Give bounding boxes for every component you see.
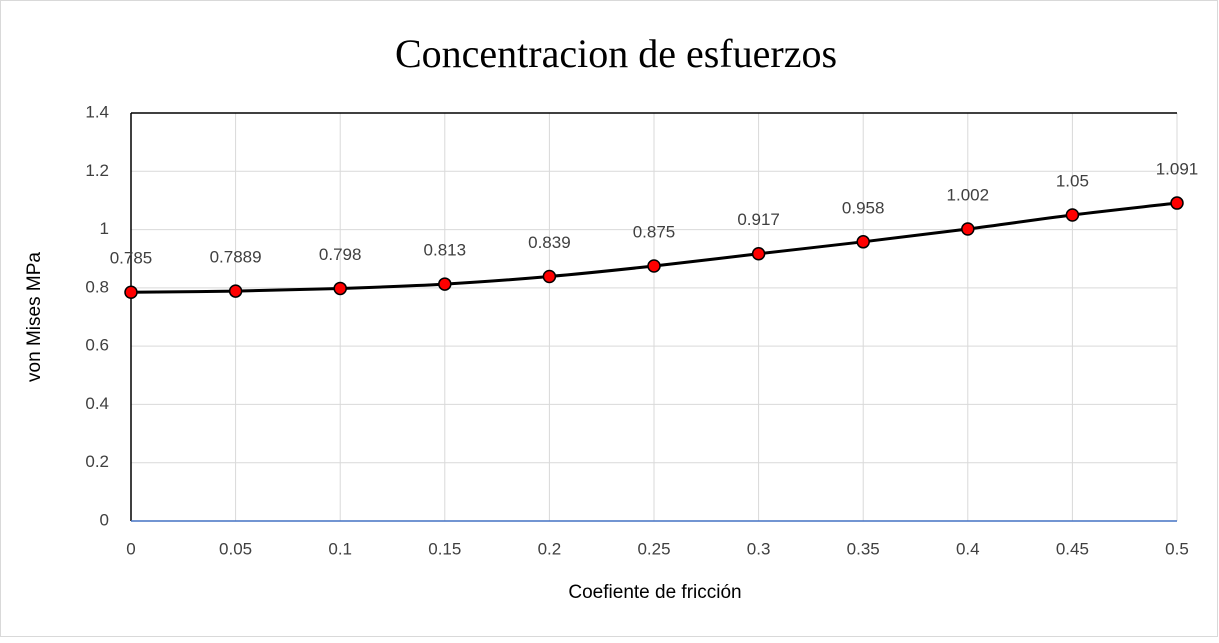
data-label: 0.798	[319, 245, 362, 264]
x-tick-label: 0	[126, 539, 135, 558]
data-label: 0.813	[424, 241, 467, 260]
data-point	[1065, 208, 1080, 222]
x-tick-label: 0.15	[428, 539, 461, 558]
data-label: 0.917	[737, 210, 780, 229]
data-label: 0.839	[528, 233, 571, 252]
x-tick-label: 0.2	[538, 539, 562, 558]
data-point	[438, 277, 452, 291]
x-tick-label: 0.4	[956, 539, 980, 558]
x-tick-label: 0.3	[747, 539, 771, 558]
data-label: 0.785	[110, 249, 153, 268]
x-tick-label: 0.1	[328, 539, 352, 558]
y-axis-title: von Mises MPa	[24, 252, 45, 382]
x-tick-label: 0.5	[1165, 539, 1189, 558]
data-point	[228, 284, 243, 298]
data-label: 1.05	[1056, 171, 1089, 190]
data-point	[542, 269, 557, 284]
chart-title: Concentracion de esfuerzos	[395, 31, 837, 76]
data-label: 0.958	[842, 198, 885, 217]
y-tick-label: 1.4	[85, 102, 109, 121]
y-tick-label: 1	[100, 219, 109, 238]
x-tick-label: 0.25	[637, 539, 670, 558]
x-axis-title: Coefiente de fricción	[568, 582, 741, 603]
y-tick-label: 0.4	[85, 394, 109, 413]
data-point	[961, 222, 975, 236]
y-tick-label: 1.2	[85, 161, 109, 180]
x-tick-label: 0.35	[847, 539, 880, 558]
y-tick-label: 0.8	[85, 277, 109, 296]
data-point	[1170, 196, 1184, 210]
data-point	[856, 235, 870, 249]
data-label: 0.7889	[210, 248, 262, 267]
data-label: 1.091	[1156, 160, 1199, 179]
data-point	[751, 247, 766, 261]
data-point	[124, 285, 138, 299]
data-label: 0.875	[633, 222, 676, 241]
data-label: 1.002	[947, 185, 990, 204]
x-tick-label: 0.45	[1056, 539, 1089, 558]
y-tick-label: 0	[100, 510, 109, 529]
y-tick-label: 0.2	[85, 452, 109, 471]
data-point	[647, 259, 661, 273]
data-point	[333, 281, 347, 296]
x-tick-label: 0.05	[219, 539, 252, 558]
y-tick-label: 0.6	[85, 336, 109, 355]
